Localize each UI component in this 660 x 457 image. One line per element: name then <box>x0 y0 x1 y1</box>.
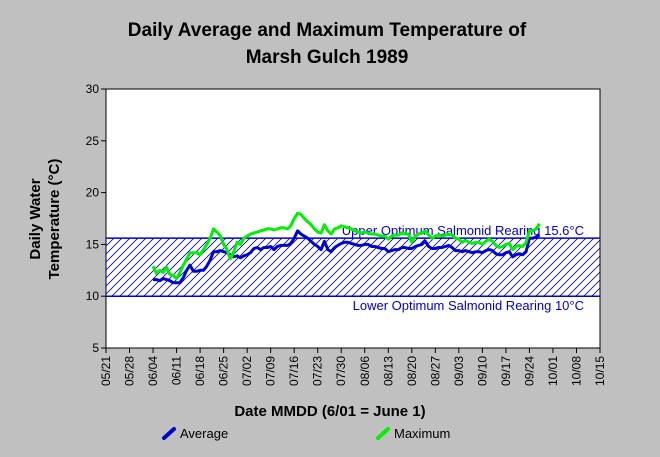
y-tick-label: 15 <box>86 237 100 251</box>
legend-label-maximum: Maximum <box>394 426 450 441</box>
series-line-maximum <box>151 211 541 281</box>
x-tick-label: 07/09 <box>264 356 278 386</box>
y-axis-title-line1: Daily Water <box>27 178 44 259</box>
x-tick-label: 08/13 <box>381 356 395 386</box>
x-tick-label: 06/04 <box>146 356 160 386</box>
y-tick-label: 10 <box>86 289 100 303</box>
plot-area <box>105 88 601 349</box>
x-tick-label: 10/01 <box>546 356 560 386</box>
x-tick-label: 09/17 <box>499 356 513 386</box>
x-tick-label: 07/30 <box>334 356 348 386</box>
y-tick-label: 30 <box>86 82 100 96</box>
y-axis: 5 10 15 20 25 30 <box>86 82 106 355</box>
x-tick-label: 08/20 <box>405 356 419 386</box>
x-tick-label: 06/25 <box>217 356 231 386</box>
y-tick-label: 5 <box>92 341 99 355</box>
x-tick-label: 07/16 <box>287 356 301 386</box>
x-tick-label: 09/10 <box>475 356 489 386</box>
lower-reference-label: Lower Optimum Salmonid Rearing 10°C <box>353 298 584 313</box>
chart-title-line2: Marsh Gulch 1989 <box>246 47 409 68</box>
x-tick-label: 06/11 <box>170 356 184 385</box>
x-tick-label: 07/02 <box>240 356 254 386</box>
x-tick-label: 10/15 <box>593 356 607 386</box>
x-tick-label: 05/28 <box>123 356 137 386</box>
x-tick-label: 08/06 <box>358 356 372 386</box>
chart-title-line1: Daily Average and Maximum Temperature of <box>128 20 527 41</box>
y-tick-label: 20 <box>86 186 100 200</box>
x-tick-label: 07/23 <box>311 356 325 386</box>
y-axis-title-line2: Temperature (°C) <box>46 159 63 280</box>
x-axis-title: Date MMDD (6/01 = June 1) <box>234 403 425 420</box>
x-tick-label: 06/18 <box>193 356 207 386</box>
legend-label-average: Average <box>180 426 228 441</box>
x-tick-label: 08/27 <box>428 356 442 386</box>
series-line-average <box>153 229 541 285</box>
legend-swatch-maximum <box>376 427 390 440</box>
legend: Average Maximum <box>162 426 450 441</box>
x-tick-label: 09/03 <box>452 356 466 386</box>
x-tick-label: 10/08 <box>569 356 583 386</box>
legend-swatch-average <box>162 427 176 440</box>
y-tick-label: 25 <box>86 134 100 148</box>
x-tick-label: 09/24 <box>522 356 536 386</box>
x-axis: 05/21 05/28 06/04 06/11 06/18 06/25 07/02 07/09… <box>99 348 607 386</box>
x-tick-label: 05/21 <box>99 356 113 386</box>
